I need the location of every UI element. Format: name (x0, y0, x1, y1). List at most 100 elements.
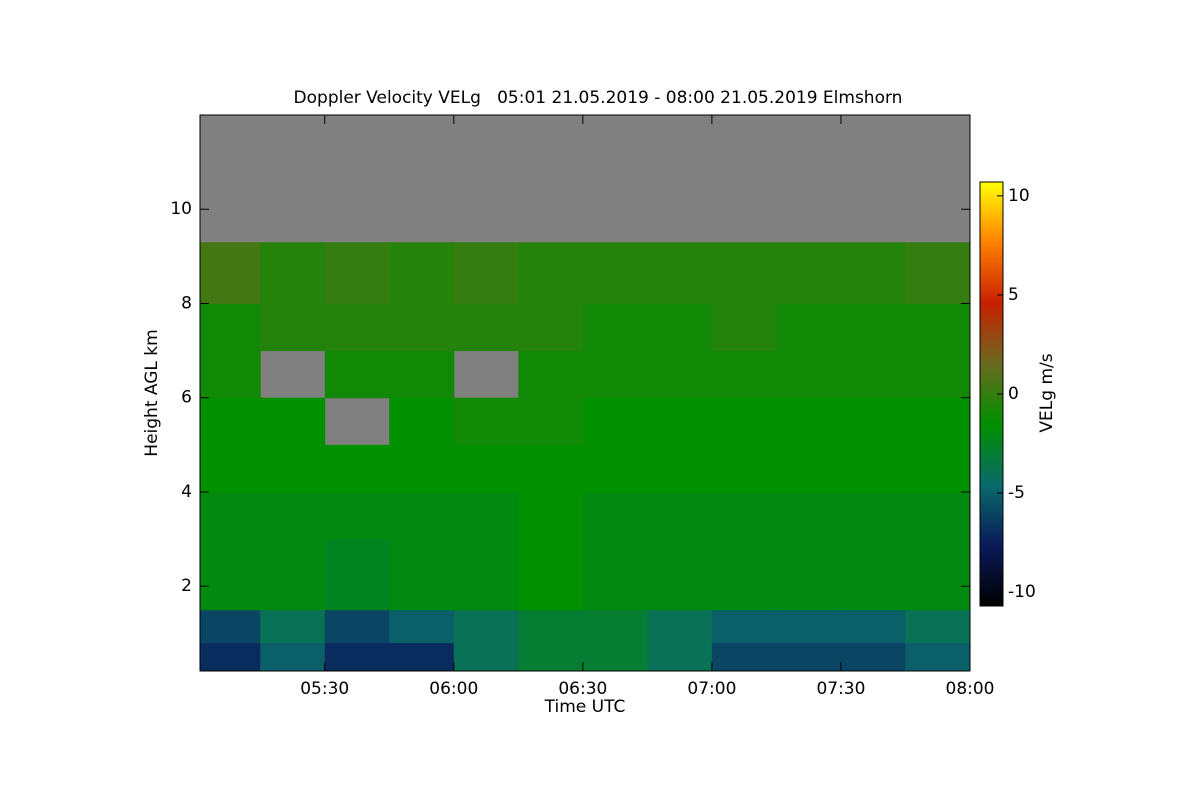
heatmap-cell (260, 444, 326, 493)
heatmap-cell (260, 491, 326, 540)
heatmap-cell (200, 242, 261, 304)
heatmap-cell (840, 444, 906, 493)
heatmap-cell (776, 397, 842, 446)
heatmap-cell (905, 242, 971, 304)
heatmap-cell (840, 539, 906, 611)
colorbar-tick-label: -5 (1008, 483, 1025, 503)
heatmap-cell (518, 242, 584, 304)
heatmap-cell (582, 444, 648, 493)
heatmap-cell (647, 397, 713, 446)
heatmap-cell (389, 539, 455, 611)
heatmap-cell (840, 491, 906, 540)
heatmap-cell (260, 609, 326, 644)
heatmap-cell (905, 444, 971, 493)
heatmap-cell (324, 303, 390, 352)
heatmap-cell (260, 642, 326, 672)
heatmap-cell (711, 539, 777, 611)
heatmap-cell (389, 444, 455, 493)
heatmap-cell (324, 350, 390, 399)
heatmap-cell (582, 539, 648, 611)
heatmap-cell (840, 642, 906, 672)
heatmap-cell (647, 303, 713, 352)
x-tick-label: 07:00 (687, 679, 736, 699)
heatmap-cell (518, 642, 584, 672)
heatmap-cell (840, 242, 906, 304)
heatmap-cell (200, 303, 261, 352)
y-axis-label: Height AGL km (142, 329, 162, 456)
heatmap-cell (453, 539, 519, 611)
heatmap-cell (389, 609, 455, 644)
y-tick-label: 8 (181, 293, 192, 313)
heatmap-cell (453, 303, 519, 352)
heatmap-cell (711, 491, 777, 540)
heatmap-cell (711, 350, 777, 399)
heatmap-cell (776, 303, 842, 352)
heatmap-cell (582, 350, 648, 399)
heatmap-cell (389, 397, 455, 446)
heatmap-cell (647, 642, 713, 672)
heatmap-cell (776, 491, 842, 540)
x-tick-label: 05:30 (300, 679, 349, 699)
colorbar-tick-label: 0 (1008, 384, 1019, 404)
heatmap-cell (518, 303, 584, 352)
heatmap-cell (582, 609, 648, 644)
heatmap-cell (840, 350, 906, 399)
heatmap-cell (647, 609, 713, 644)
heatmap-cell (905, 539, 971, 611)
colorbar-tick-label: 5 (1008, 285, 1019, 305)
heatmap-cell (518, 539, 584, 611)
heatmap-cell (324, 539, 390, 611)
heatmap-cell (905, 303, 971, 352)
heatmap-cell (200, 609, 261, 644)
x-tick-label: 06:00 (429, 679, 478, 699)
x-tick-label: 07:30 (816, 679, 865, 699)
heatmap-cell (711, 397, 777, 446)
heatmap-cell (582, 491, 648, 540)
heatmap-cell (776, 642, 842, 672)
heatmap-cell (453, 242, 519, 304)
heatmap-cell (200, 350, 261, 399)
heatmap-cell (324, 242, 390, 304)
heatmap-cell (647, 444, 713, 493)
heatmap-cell (840, 609, 906, 644)
heatmap-cell (518, 491, 584, 540)
heatmap-cell (389, 642, 455, 672)
heatmap-cell (389, 242, 455, 304)
heatmap-cell (453, 491, 519, 540)
heatmap-cell (324, 491, 390, 540)
y-tick-label: 10 (170, 199, 192, 219)
heatmap-cell (711, 303, 777, 352)
x-axis-label: Time UTC (544, 697, 626, 717)
heatmap-cell (518, 350, 584, 399)
heatmap-cell (518, 609, 584, 644)
heatmap-cell (905, 642, 971, 672)
heatmap-cell (260, 303, 326, 352)
heatmap-cell (711, 444, 777, 493)
heatmap-cell (260, 242, 326, 304)
colorbar-tick-label: -10 (1008, 582, 1036, 602)
heatmap-cell (776, 444, 842, 493)
heatmap-cell (711, 609, 777, 644)
heatmap-cell (518, 397, 584, 446)
heatmap-cell (905, 609, 971, 644)
x-tick-label: 06:30 (558, 679, 607, 699)
heatmap-cell (905, 397, 971, 446)
heatmap-cell (453, 642, 519, 672)
heatmap-cell (582, 642, 648, 672)
heatmap-cell (453, 609, 519, 644)
heatmap-cell (200, 539, 261, 611)
x-tick-label: 08:00 (946, 679, 995, 699)
heatmap-cell (840, 397, 906, 446)
heatmap-cell (389, 350, 455, 399)
heatmap-cell (776, 242, 842, 304)
plot-frame (199, 114, 971, 672)
heatmap-cell (905, 491, 971, 540)
heatmap-cell (582, 242, 648, 304)
heatmap-cell (260, 539, 326, 611)
heatmap-cell (324, 609, 390, 644)
heatmap-cell (200, 491, 261, 540)
heatmap-cell (582, 397, 648, 446)
heatmap-cell (776, 609, 842, 644)
heatmap-cell (647, 242, 713, 304)
heatmap-cell (711, 242, 777, 304)
